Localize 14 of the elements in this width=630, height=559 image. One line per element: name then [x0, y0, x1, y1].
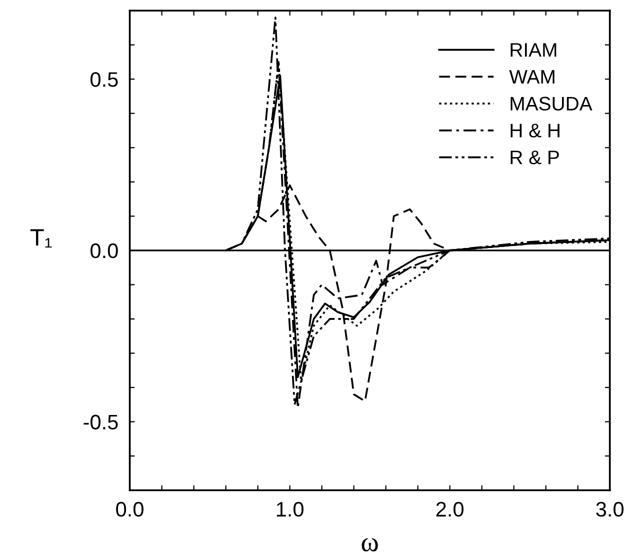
- y-axis-title: T₁: [30, 229, 52, 248]
- x-tick-label: 3.0: [596, 502, 624, 517]
- x-tick-label: 0.0: [116, 502, 144, 517]
- x-tick-label: 1.0: [276, 502, 304, 517]
- x-axis-title: ω: [362, 538, 378, 552]
- legend-label: R & P: [510, 150, 559, 164]
- y-tick-label: 0.0: [90, 243, 118, 258]
- legend-label: WAM: [509, 70, 554, 84]
- y-tick-label: -0.5: [84, 414, 118, 430]
- legend-label: RIAM: [510, 43, 556, 57]
- legend-label: H & H: [510, 124, 560, 138]
- legend-label: MASUDA: [510, 96, 592, 111]
- y-tick-label: 0.5: [90, 72, 118, 87]
- x-tick-label: 2.0: [436, 502, 464, 517]
